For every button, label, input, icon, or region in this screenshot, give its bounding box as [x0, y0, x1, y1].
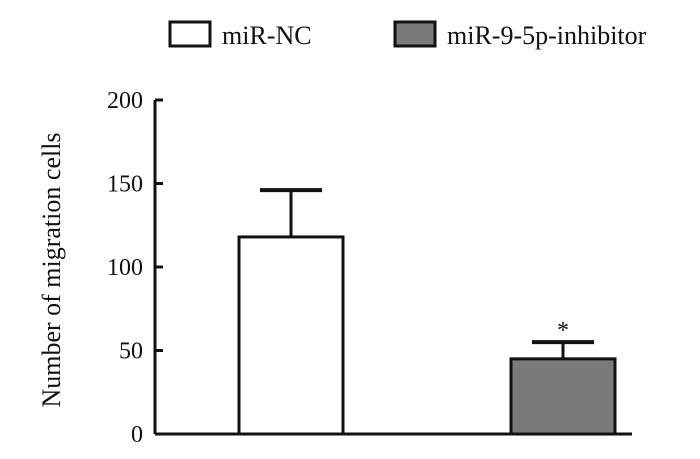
significance-marker: *: [557, 318, 569, 344]
bar-mir-9-5p-inhibitor: [509, 357, 617, 436]
legend-swatch-mir-9-5p-inhibitor: [393, 20, 437, 48]
legend-label-mir-9-5p-inhibitor: miR-9-5p-inhibitor: [447, 21, 647, 50]
y-axis-label: Number of migration cells: [37, 132, 66, 407]
y-tick-label-150: 150: [107, 172, 143, 198]
legend: miR-NC miR-9-5p-inhibitor: [168, 20, 647, 50]
bar-mir-nc: [237, 235, 345, 436]
y-tick-label-0: 0: [131, 422, 143, 448]
y-tick-label-200: 200: [107, 88, 143, 114]
y-ticks: 0 50 100 150 200: [107, 88, 163, 448]
y-tick-label-100: 100: [107, 255, 143, 281]
y-tick-label-50: 50: [119, 339, 143, 365]
bars: [237, 188, 617, 436]
annotations: *: [557, 318, 569, 344]
legend-label-mir-nc: miR-NC: [222, 21, 312, 50]
legend-swatch-mir-nc: [168, 20, 212, 48]
